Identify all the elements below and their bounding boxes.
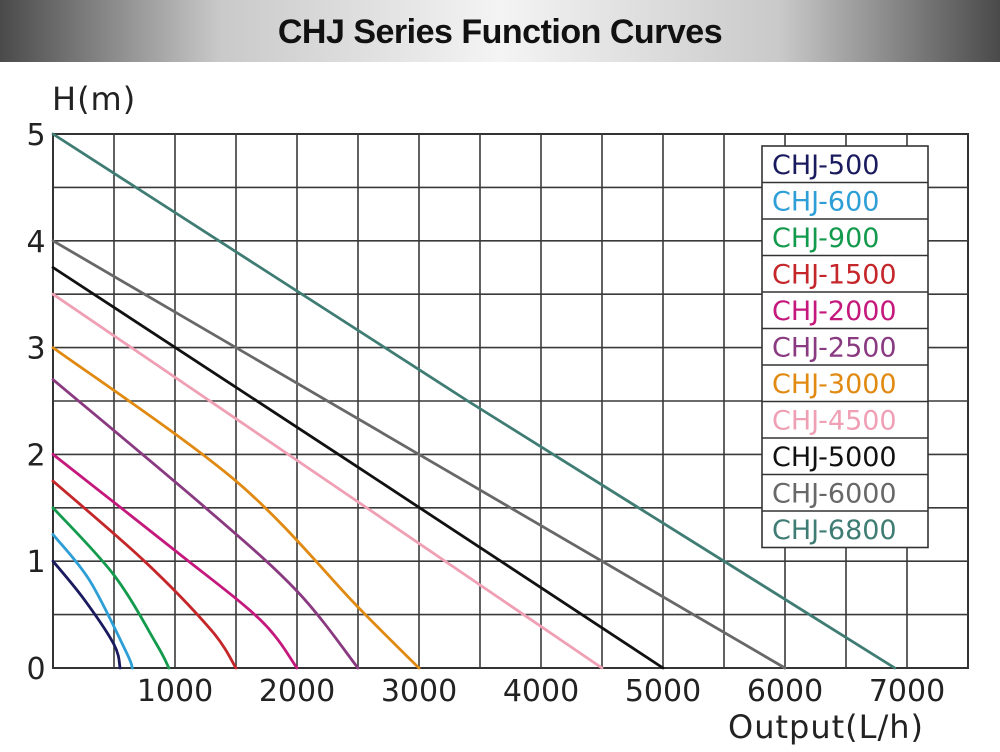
legend: CHJ-500 CHJ-600 CHJ-900 CHJ-1500 CHJ-2000 CHJ…	[761, 145, 929, 549]
legend-entry: CHJ-4500	[772, 406, 897, 437]
x-tick-label: 5000	[625, 674, 701, 709]
curve-chj-5000	[51, 266, 665, 670]
chart-title: CHJ Series Function Curves	[277, 13, 723, 51]
legend-entry: CHJ-6000	[772, 479, 897, 510]
title-banner: CHJ Series Function Curves	[0, 0, 1000, 62]
curve-chj-500	[51, 559, 122, 670]
legend-entry: CHJ-2000	[772, 296, 897, 327]
x-axis-label: Output(L/h)	[728, 708, 924, 746]
x-tick-label: 2000	[259, 674, 335, 709]
legend-entry: CHJ-5000	[772, 442, 897, 473]
legend-entry: CHJ-500	[772, 150, 879, 181]
x-tick-label: 3000	[381, 674, 457, 709]
curve-chj-6000	[51, 239, 787, 670]
y-axis-label: H(m)	[52, 80, 136, 118]
curve-chj-6800	[51, 132, 897, 670]
y-tick-label: 2	[26, 438, 45, 473]
curve-chj-2500	[51, 378, 360, 670]
x-tick-labels: 1000 2000 3000 4000 5000 6000 7000	[137, 674, 945, 709]
y-tick-label: 3	[26, 332, 45, 367]
curve-chj-900	[51, 506, 171, 670]
legend-entry: CHJ-900	[772, 223, 879, 254]
chart-svg: 0 1 2 3 4 5 1000 2000 3000 4000 5000 6000 7000 H(m)…	[26, 80, 969, 746]
legend-box	[761, 145, 929, 549]
y-tick-label: 4	[26, 225, 45, 260]
legend-entry: CHJ-1500	[772, 260, 897, 291]
legend-entry: CHJ-3000	[772, 369, 897, 400]
y-tick-label: 5	[26, 118, 45, 153]
curves	[51, 132, 897, 670]
curve-chj-600	[51, 533, 134, 670]
y-tick-labels: 0 1 2 3 4 5	[26, 118, 45, 687]
curve-chj-2000	[51, 453, 299, 670]
x-tick-label: 4000	[503, 674, 579, 709]
curve-chj-3000	[51, 346, 421, 670]
legend-entry: CHJ-2500	[772, 333, 897, 364]
legend-entry: CHJ-600	[772, 187, 879, 218]
legend-entry: CHJ-6800	[772, 515, 897, 546]
x-tick-label: 7000	[869, 674, 945, 709]
x-tick-label: 1000	[137, 674, 213, 709]
y-tick-label: 0	[26, 652, 45, 687]
curve-chj-1500	[51, 479, 238, 670]
curve-chj-4500	[51, 292, 604, 670]
x-tick-label: 6000	[747, 674, 823, 709]
y-tick-label: 1	[26, 545, 45, 580]
